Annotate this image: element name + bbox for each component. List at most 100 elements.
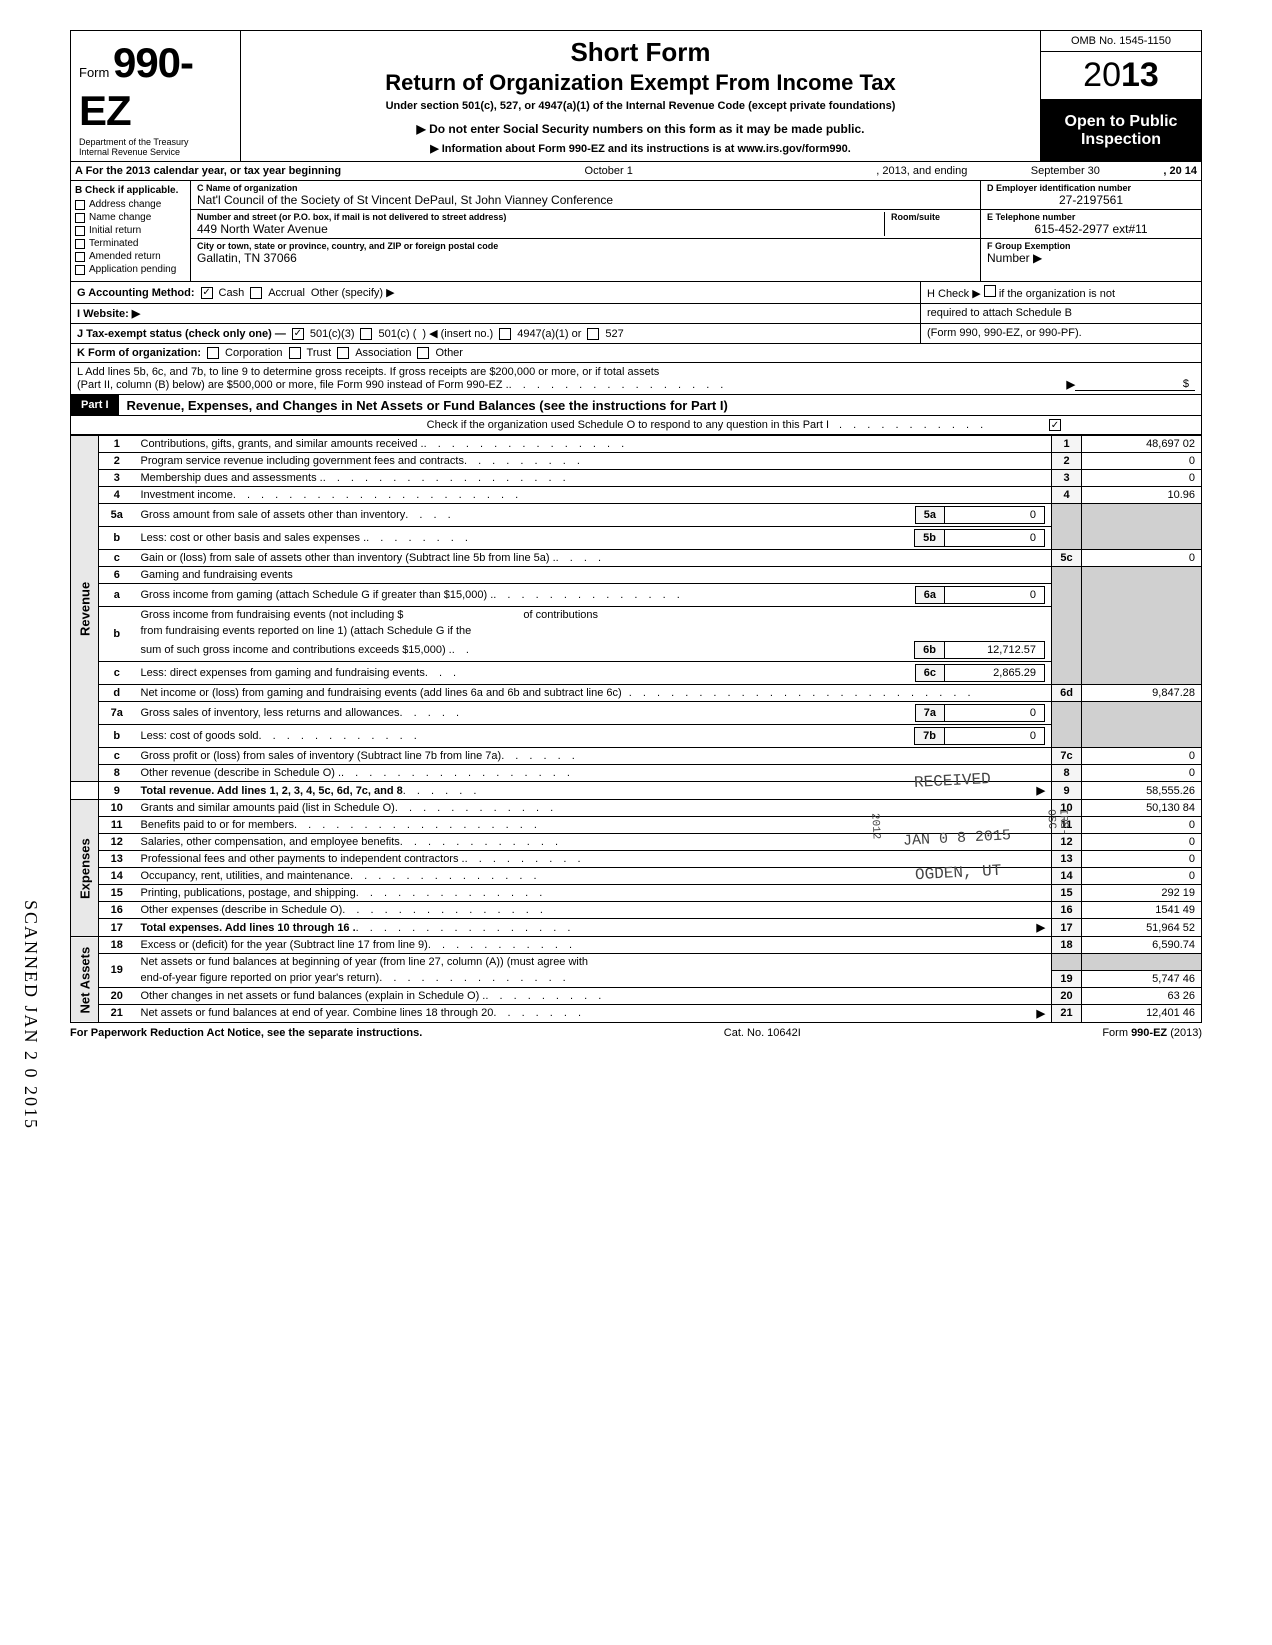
chk-pending[interactable]: Application pending	[75, 264, 186, 275]
main-table: Revenue 1 Contributions, gifts, grants, …	[70, 435, 1202, 1023]
part1-check: Check if the organization used Schedule …	[70, 416, 1202, 435]
chk-accrual[interactable]	[250, 287, 262, 299]
line-7c: c Gross profit or (loss) from sales of i…	[71, 748, 1202, 765]
line-2: 2 Program service revenue including gove…	[71, 453, 1202, 470]
line-6b-1: b Gross income from fundraising events (…	[71, 607, 1202, 624]
revenue-label: Revenue	[71, 436, 99, 782]
rows-gijkl: G Accounting Method: ✓Cash Accrual Other…	[70, 282, 1202, 395]
year-prefix: 20	[1083, 56, 1121, 94]
form-number-value: 990-EZ	[79, 39, 193, 134]
city-label: City or town, state or province, country…	[197, 241, 974, 251]
year-value: 13	[1121, 56, 1159, 94]
d-label: D Employer identification number	[987, 183, 1195, 193]
section-def: D Employer identification number 27-2197…	[981, 181, 1201, 281]
expenses-label: Expenses	[71, 800, 99, 937]
line-19-1: 19 Net assets or fund balances at beginn…	[71, 954, 1202, 971]
f-number: Number ▶	[987, 251, 1195, 265]
line-6b-2: from fundraising events reported on line…	[71, 623, 1202, 639]
line-4: 4 Investment income . . . . . . . . . . …	[71, 487, 1202, 504]
chk-initial[interactable]: Initial return	[75, 225, 186, 236]
line-18: Net Assets 18 Excess or (deficit) for th…	[71, 937, 1202, 954]
line-3: 3 Membership dues and assessments . . . …	[71, 470, 1202, 487]
ssn-warning: ▶ Do not enter Social Security numbers o…	[247, 122, 1034, 136]
section-c: C Name of organization Nat'l Council of …	[191, 181, 981, 281]
chk-501c3[interactable]: ✓	[292, 328, 304, 340]
e-phone: 615-452-2977 ext#11	[987, 222, 1195, 236]
line-8: 8 Other revenue (describe in Schedule O)…	[71, 765, 1202, 782]
row-i: I Website: ▶	[71, 304, 921, 323]
line-17: 17 Total expenses. Add lines 10 through …	[71, 919, 1202, 937]
part1-label: Part I	[71, 395, 119, 415]
footer-mid: Cat. No. 10642I	[724, 1027, 801, 1039]
line-9: 9 Total revenue. Add lines 1, 2, 3, 4, 5…	[71, 782, 1202, 800]
chk-527[interactable]	[587, 328, 599, 340]
street-label: Number and street (or P.O. box, if mail …	[197, 212, 884, 222]
row-h3: (Form 990, 990-EZ, or 990-PF).	[921, 324, 1201, 343]
street: 449 North Water Avenue	[197, 222, 884, 236]
line-6b-3: sum of such gross income and contributio…	[71, 639, 1202, 662]
line-6c: c Less: direct expenses from gaming and …	[71, 662, 1202, 685]
begin-date: October 1	[349, 165, 868, 177]
dept-treasury: Department of the TreasuryInternal Reven…	[79, 137, 189, 157]
f-label: F Group Exemption	[987, 241, 1195, 251]
row-h2: required to attach Schedule B	[921, 304, 1201, 323]
chk-corp[interactable]	[207, 347, 219, 359]
end-date: September 30	[975, 165, 1155, 177]
open-public: Open to Public Inspection	[1041, 100, 1201, 161]
section-text: Under section 501(c), 527, or 4947(a)(1)…	[247, 100, 1034, 112]
form-number: Form 990-EZ	[79, 39, 232, 135]
form-prefix: Form	[79, 65, 109, 80]
omb-number: OMB No. 1545-1150	[1041, 31, 1201, 52]
section-bcdef: B Check if applicable. Address change Na…	[70, 181, 1202, 282]
line-20: 20 Other changes in net assets or fund b…	[71, 987, 1202, 1004]
line-14: 14 Occupancy, rent, utilities, and maint…	[71, 868, 1202, 885]
chk-amended[interactable]: Amended return	[75, 251, 186, 262]
row-l: L Add lines 5b, 6c, and 7b, to line 9 to…	[71, 363, 1201, 394]
line-19-2: end-of-year figure reported on prior yea…	[71, 970, 1202, 987]
row-a-year: , 20 14	[1163, 165, 1197, 177]
title-return: Return of Organization Exempt From Incom…	[247, 70, 1034, 96]
c-name: Nat'l Council of the Society of St Vince…	[197, 193, 974, 207]
row-k: K Form of organization: Corporation Trus…	[71, 344, 1201, 363]
city: Gallatin, TN 37066	[197, 251, 974, 265]
row-a-mid: , 2013, and ending	[876, 165, 967, 177]
line-5c: c Gain or (loss) from sale of assets oth…	[71, 550, 1202, 567]
line-11: 11 Benefits paid to or for members . . .…	[71, 817, 1202, 834]
line-21: 21 Net assets or fund balances at end of…	[71, 1004, 1202, 1022]
line-15: 15 Printing, publications, postage, and …	[71, 885, 1202, 902]
chk-cash[interactable]: ✓	[201, 287, 213, 299]
form-number-cell: Form 990-EZ Department of the TreasuryIn…	[71, 31, 241, 161]
footer: For Paperwork Reduction Act Notice, see …	[70, 1023, 1202, 1043]
line-7b: b Less: cost of goods sold . . . . . . .…	[71, 725, 1202, 748]
row-g: G Accounting Method: ✓Cash Accrual Other…	[71, 282, 921, 303]
line-5a: 5a Gross amount from sale of assets othe…	[71, 504, 1202, 527]
line-13: 13 Professional fees and other payments …	[71, 851, 1202, 868]
line-6a: a Gross income from gaming (attach Sched…	[71, 584, 1202, 607]
open-pub-2: Inspection	[1047, 131, 1195, 149]
tax-year: 2013	[1041, 52, 1201, 100]
chk-4947[interactable]	[499, 328, 511, 340]
chk-assoc[interactable]	[337, 347, 349, 359]
chk-501c[interactable]	[360, 328, 372, 340]
row-h: H Check ▶ if the organization is not	[921, 282, 1201, 303]
row-a: A For the 2013 calendar year, or tax yea…	[70, 162, 1202, 181]
part1-title: Revenue, Expenses, and Changes in Net As…	[119, 398, 728, 413]
line-12: 12 Salaries, other compensation, and emp…	[71, 834, 1202, 851]
chk-name[interactable]: Name change	[75, 212, 186, 223]
chk-address[interactable]: Address change	[75, 199, 186, 210]
footer-right: Form 990-EZ (2013)	[1102, 1027, 1202, 1039]
room-label: Room/suite	[891, 212, 974, 222]
line-6d: d Net income or (loss) from gaming and f…	[71, 685, 1202, 702]
chk-other[interactable]	[417, 347, 429, 359]
open-pub-1: Open to Public	[1047, 113, 1195, 131]
d-ein: 27-2197561	[987, 193, 1195, 207]
part1-header-row: Part I Revenue, Expenses, and Changes in…	[70, 395, 1202, 416]
header-right: OMB No. 1545-1150 2013 Open to Public In…	[1041, 31, 1201, 161]
net-assets-label: Net Assets	[71, 937, 99, 1023]
line-10: Expenses 10 Grants and similar amounts p…	[71, 800, 1202, 817]
chk-h[interactable]	[984, 285, 996, 297]
chk-trust[interactable]	[289, 347, 301, 359]
chk-terminated[interactable]: Terminated	[75, 238, 186, 249]
chk-schedule-o[interactable]: ✓	[1049, 419, 1061, 431]
row-a-label: A For the 2013 calendar year, or tax yea…	[75, 165, 341, 177]
